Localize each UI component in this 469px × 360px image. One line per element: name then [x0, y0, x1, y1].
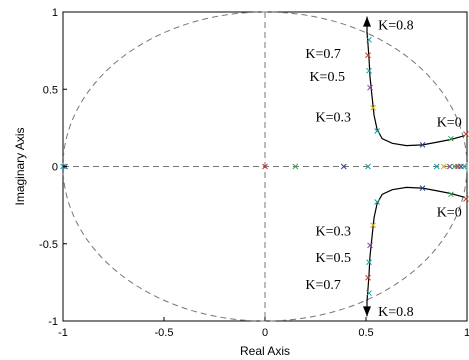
x-axis-label: Real Axis — [240, 344, 290, 358]
gain-label: K=0.5 — [309, 70, 345, 85]
pole-marker — [440, 163, 447, 170]
pole-marker — [419, 185, 426, 191]
gain-label: K=0.8 — [378, 18, 414, 33]
gain-label: K=0 — [437, 116, 462, 131]
pole-marker — [374, 128, 380, 134]
gain-label: K=0.8 — [378, 305, 414, 320]
x-axis-ticks: -1 -0.5 0 0.5 1 — [58, 317, 469, 339]
pole-marker — [292, 163, 299, 170]
pole-markers — [60, 36, 469, 297]
x-tick-label: -1 — [58, 327, 68, 339]
x-tick-label: 0.5 — [358, 327, 373, 339]
x-tick-label: -0.5 — [155, 327, 174, 339]
pole-marker — [419, 142, 426, 148]
pole-marker — [447, 135, 454, 142]
y-tick-label: 1 — [52, 7, 58, 19]
pole-marker — [366, 67, 372, 74]
pole-marker — [433, 163, 440, 170]
pole-marker — [365, 52, 371, 59]
locus-curves — [366, 32, 466, 301]
y-tick-label: -0.5 — [39, 239, 58, 251]
pole-marker — [370, 104, 376, 111]
locus-arrow — [363, 16, 372, 34]
pole-marker — [370, 222, 376, 229]
y-axis-label: Imaginary Axis — [13, 127, 27, 205]
pole-marker — [340, 163, 347, 170]
y-tick-label: -1 — [48, 316, 58, 328]
pole-marker — [366, 36, 372, 43]
y-tick-label: 0.5 — [43, 84, 58, 96]
gain-label: K=0.3 — [316, 110, 352, 125]
pole-marker — [365, 274, 371, 281]
gain-label: K=0.5 — [316, 251, 352, 266]
gain-label: K=0.7 — [305, 47, 341, 62]
pole-marker — [461, 163, 467, 170]
gain-annotations: K=0.8 K=0.7 K=0.5 K=0.3 K=0 K=0.3 K=0.5 K=0.7 K=… — [305, 18, 461, 320]
pole-marker — [366, 290, 372, 297]
pole-marker — [374, 199, 380, 205]
pole-marker — [367, 84, 373, 91]
direction-arrows — [363, 16, 372, 317]
x-tick-label: 0 — [262, 327, 268, 339]
pole-marker — [447, 191, 454, 198]
gain-label: K=0.7 — [305, 278, 341, 293]
locus-arrow — [363, 299, 372, 317]
pole-marker — [365, 163, 371, 170]
pole-marker — [367, 242, 373, 249]
pole-marker — [463, 196, 469, 202]
gain-label: K=0.3 — [316, 225, 352, 240]
y-axis-ticks: 1 0.5 0 -0.5 -1 — [39, 7, 67, 328]
pole-marker — [446, 163, 453, 170]
locus-curve-1 — [366, 32, 466, 147]
gain-label: K=0 — [437, 205, 462, 220]
pole-marker — [463, 131, 469, 137]
pole-marker — [262, 163, 268, 170]
pole-marker — [366, 259, 372, 266]
y-tick-label: 0 — [52, 162, 58, 174]
x-tick-label: 1 — [464, 327, 469, 339]
locus-curve-2 — [366, 186, 466, 301]
